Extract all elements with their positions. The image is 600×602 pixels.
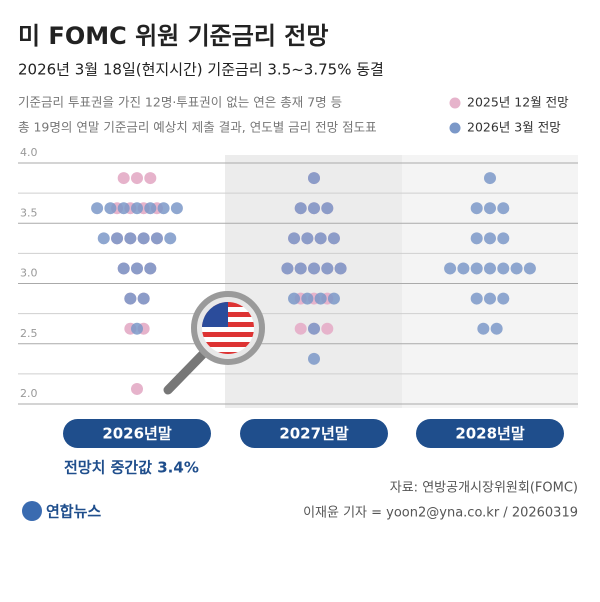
dot	[288, 292, 301, 305]
dot	[308, 202, 320, 215]
dot	[314, 232, 327, 245]
dot	[294, 322, 307, 335]
logo-text: 연합뉴스	[46, 503, 101, 521]
dot	[477, 322, 490, 335]
annotation: 전망치 중간값 3.4%	[64, 459, 199, 477]
dot	[497, 232, 510, 245]
logo: 연합뉴스	[22, 501, 101, 521]
year-pill	[240, 419, 388, 448]
dot	[170, 202, 183, 215]
description: 총 19명의 연말 기준금리 예상치 제출 결과, 연도별 금리 전망 점도표	[18, 120, 377, 135]
x-tick-label: 2027년말	[279, 425, 349, 443]
title: 미 FOMC 위원 기준금리 전망	[18, 22, 328, 50]
byline: 이재윤 기자 = yoon2@yna.co.kr / 20260319	[303, 506, 578, 521]
dot	[124, 232, 137, 245]
dot	[144, 172, 157, 185]
dot	[281, 262, 294, 275]
dot	[470, 292, 483, 305]
dot	[484, 262, 496, 275]
x-tick-label: 2028년말	[455, 425, 525, 443]
dot	[327, 232, 340, 245]
dot	[131, 382, 143, 395]
column-bg	[225, 155, 402, 408]
dot	[484, 202, 496, 215]
magnifier	[163, 291, 265, 395]
y-tick-label: 4.0	[20, 146, 38, 159]
dot	[314, 292, 327, 305]
dot	[470, 232, 483, 245]
dot	[137, 232, 150, 245]
dot	[131, 172, 143, 185]
dot	[117, 262, 130, 275]
dot	[470, 262, 483, 275]
dot	[294, 262, 307, 275]
dot	[91, 202, 104, 215]
dot	[144, 202, 157, 215]
dot	[321, 262, 334, 275]
description: 기준금리 투표권을 가진 12명·투표권이 없는 연은 총재 7명 등	[18, 95, 342, 110]
dot	[124, 292, 137, 305]
dot	[117, 202, 130, 215]
dot	[144, 262, 157, 275]
source: 자료: 연방공개시장위원회(FOMC)	[390, 481, 578, 496]
dot	[321, 202, 334, 215]
magnifier-handle	[163, 347, 210, 395]
y-tick-label: 2.5	[20, 327, 38, 340]
dot	[484, 172, 496, 185]
dot	[131, 262, 143, 275]
logo-icon	[22, 501, 42, 521]
dot	[117, 172, 130, 185]
legend-swatch	[449, 97, 461, 109]
plot: 4.0 3.5 3.0 2.5 2.0	[18, 146, 578, 405]
dot	[484, 232, 496, 245]
dot	[334, 262, 347, 275]
dot	[523, 262, 536, 275]
dot	[137, 292, 150, 305]
legend-label: 2026년 3월 전망	[467, 120, 561, 135]
dot	[497, 292, 510, 305]
x-tick-label: 2026년말	[102, 425, 172, 443]
dot	[457, 262, 470, 275]
dot	[164, 232, 177, 245]
dot	[308, 352, 320, 365]
dot	[111, 232, 124, 245]
y-tick-label: 3.5	[20, 206, 38, 219]
dot	[327, 292, 340, 305]
dot	[97, 232, 110, 245]
dot	[444, 262, 457, 275]
dot	[301, 232, 314, 245]
dot	[308, 322, 320, 335]
legend-label: 2025년 12월 전망	[467, 95, 569, 110]
column-bg	[402, 155, 578, 408]
dot	[150, 232, 163, 245]
dot	[104, 202, 117, 215]
dot	[294, 202, 307, 215]
dot	[308, 172, 320, 185]
dot	[470, 202, 483, 215]
dot	[497, 262, 510, 275]
dot	[308, 262, 320, 275]
dot	[497, 202, 510, 215]
dot	[288, 232, 301, 245]
dot	[301, 292, 314, 305]
dot	[490, 322, 503, 335]
year-pill	[63, 419, 211, 448]
y-tick-label: 2.0	[20, 387, 38, 400]
year-pill	[416, 419, 564, 448]
dot	[131, 202, 143, 215]
dot	[484, 292, 496, 305]
legend-swatch	[449, 122, 461, 134]
dot	[321, 322, 334, 335]
dot	[510, 262, 523, 275]
y-tick-label: 3.0	[20, 267, 38, 280]
dot	[131, 322, 143, 335]
dot	[157, 202, 170, 215]
subtitle: 2026년 3월 18일(현지시간) 기준금리 3.5~3.75% 동결	[18, 61, 384, 79]
